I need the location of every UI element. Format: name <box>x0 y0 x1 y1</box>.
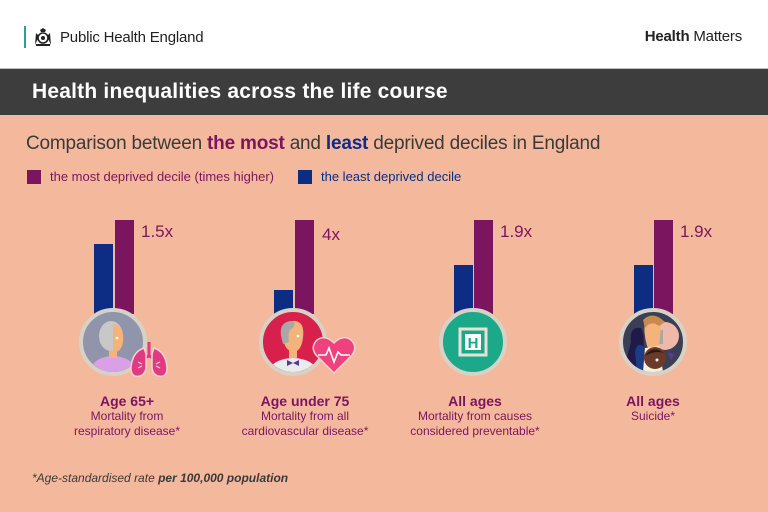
caption-4: All ages Suicide* <box>553 393 753 424</box>
caption-line1-4: Suicide* <box>630 409 676 423</box>
ratio-label-2: 4x <box>322 225 340 244</box>
elderly-woman-icon <box>79 308 147 376</box>
svg-text:H: H <box>468 335 479 352</box>
brand-rest: Matters <box>689 28 742 45</box>
page-title: Health inequalities across the life cour… <box>32 80 448 103</box>
legend-swatch-least <box>298 169 312 184</box>
caption-3: All ages Mortality from causes considere… <box>375 393 575 439</box>
title-banner: Health inequalities across the life cour… <box>0 68 768 115</box>
legend-item-least: the least deprived decile <box>298 169 461 184</box>
caption-head-3: All ages <box>448 393 502 409</box>
subtitle-part2: and <box>284 133 326 154</box>
legend: the most deprived decile (times higher) … <box>27 169 485 184</box>
health-matters-brand: Health Matters <box>645 28 742 45</box>
subtitle-least: least <box>325 133 369 154</box>
caption-line2-3: considered preventable* <box>410 424 540 438</box>
footnote: *Age-standardised rate per 100,000 popul… <box>32 471 288 485</box>
caption-head-1: Age 65+ <box>99 393 155 409</box>
caption-2: Age under 75 Mortality from all cardiova… <box>205 393 405 439</box>
heart-pulse-icon <box>312 336 356 375</box>
footnote-italic: *Age-standardised rate <box>32 471 159 485</box>
caption-line1-3: Mortality from causes <box>417 409 533 423</box>
subtitle-most: the most <box>207 133 285 154</box>
footnote-bold: per 100,000 population <box>158 471 289 485</box>
caption-line1-2: Mortality from all <box>260 409 349 423</box>
royal-crest-icon <box>35 28 51 46</box>
bar-least-4 <box>634 265 653 314</box>
lungs-icon <box>130 342 168 378</box>
caption-head-2: Age under 75 <box>260 393 350 409</box>
phe-logo: Public Health England <box>24 26 204 48</box>
caption-line1-1: Mortality from <box>90 409 164 423</box>
subtitle-part3: deprived deciles in England <box>368 133 601 154</box>
caption-line2-2: cardiovascular disease* <box>241 424 369 438</box>
legend-label-least: the least deprived decile <box>321 169 462 184</box>
org-name: Public Health England <box>60 28 204 46</box>
legend-item-most: the most deprived decile (times higher) <box>27 169 274 184</box>
caption-line2-1: respiratory disease* <box>73 424 181 438</box>
caption-head-4: All ages <box>626 393 680 409</box>
bar-least-3 <box>454 265 473 314</box>
header: Public Health England Health Matters <box>0 0 768 68</box>
bar-most-1 <box>115 220 134 314</box>
caption-1: Age 65+ Mortality from respiratory disea… <box>27 393 227 439</box>
bar-most-4 <box>654 220 673 314</box>
legend-swatch-most <box>27 169 41 184</box>
ratio-label-4: 1.9x <box>680 222 713 241</box>
bar-most-3 <box>474 220 493 314</box>
ratio-label-3: 1.9x <box>500 222 533 241</box>
logo-divider <box>24 26 26 48</box>
legend-label-most: the most deprived decile (times higher) <box>50 169 274 184</box>
brand-bold: Health <box>644 28 690 45</box>
subtitle-part1: Comparison between <box>26 133 208 154</box>
subtitle: Comparison between the most and least de… <box>26 133 600 155</box>
bar-least-1 <box>94 244 113 314</box>
people-group-icon <box>619 308 687 376</box>
ratio-label-1: 1.5x <box>141 222 174 241</box>
bar-most-2 <box>295 220 314 314</box>
hospital-icon: H <box>439 308 507 376</box>
